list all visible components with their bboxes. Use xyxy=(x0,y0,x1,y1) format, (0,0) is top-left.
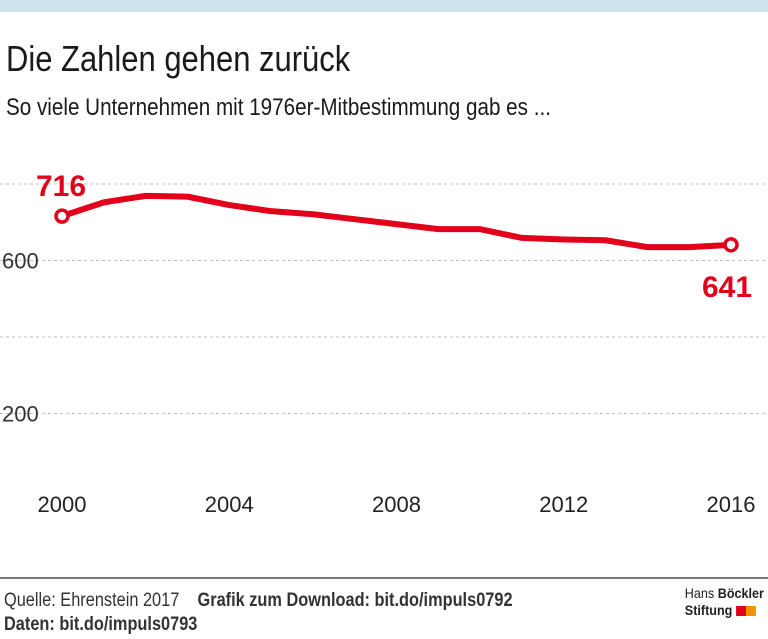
data-point-marker xyxy=(54,208,70,224)
x-tick-label: 2012 xyxy=(539,492,588,517)
first-value-label: 716 xyxy=(36,170,86,203)
footer-divider xyxy=(0,577,768,579)
data-point-marker xyxy=(723,237,739,253)
logo-text-stiftung: Stiftung xyxy=(684,602,733,618)
logo-text-boeckler: Böckler xyxy=(717,585,764,601)
chart-subtitle: So viele Unternehmen mit 1976er-Mitbesti… xyxy=(6,94,551,121)
logo-red-square xyxy=(735,606,746,617)
download-link[interactable]: Grafik zum Download: bit.do/impuls0792 xyxy=(197,590,513,611)
hans-boeckler-logo: Hans Böckler Stiftung xyxy=(685,585,764,619)
data-link[interactable]: Daten: bit.do/impuls0793 xyxy=(4,614,198,635)
footer-line-2: Daten: bit.do/impuls0793 xyxy=(4,614,197,636)
source-text: Quelle: Ehrenstein 2017 xyxy=(4,590,180,611)
data-line xyxy=(61,192,732,251)
x-tick-label: 2016 xyxy=(707,492,756,517)
chart-title: Die Zahlen gehen zurück xyxy=(6,38,351,79)
last-value-label: 641 xyxy=(702,271,752,304)
logo-orange-square xyxy=(745,606,756,617)
x-tick-label: 2008 xyxy=(372,492,421,517)
y-tick-label: 600 xyxy=(2,249,39,274)
line-chart: 600 200 2000 2004 2008 2012 2016 716 641 xyxy=(0,170,768,517)
footer-line-1: Quelle: Ehrenstein 2017 Grafik zum Downl… xyxy=(4,590,513,612)
logo-text-hans: Hans xyxy=(684,585,715,601)
y-tick-label: 200 xyxy=(2,402,39,427)
top-band xyxy=(0,0,768,12)
x-tick-label: 2000 xyxy=(38,492,87,517)
x-tick-label: 2004 xyxy=(205,492,254,517)
